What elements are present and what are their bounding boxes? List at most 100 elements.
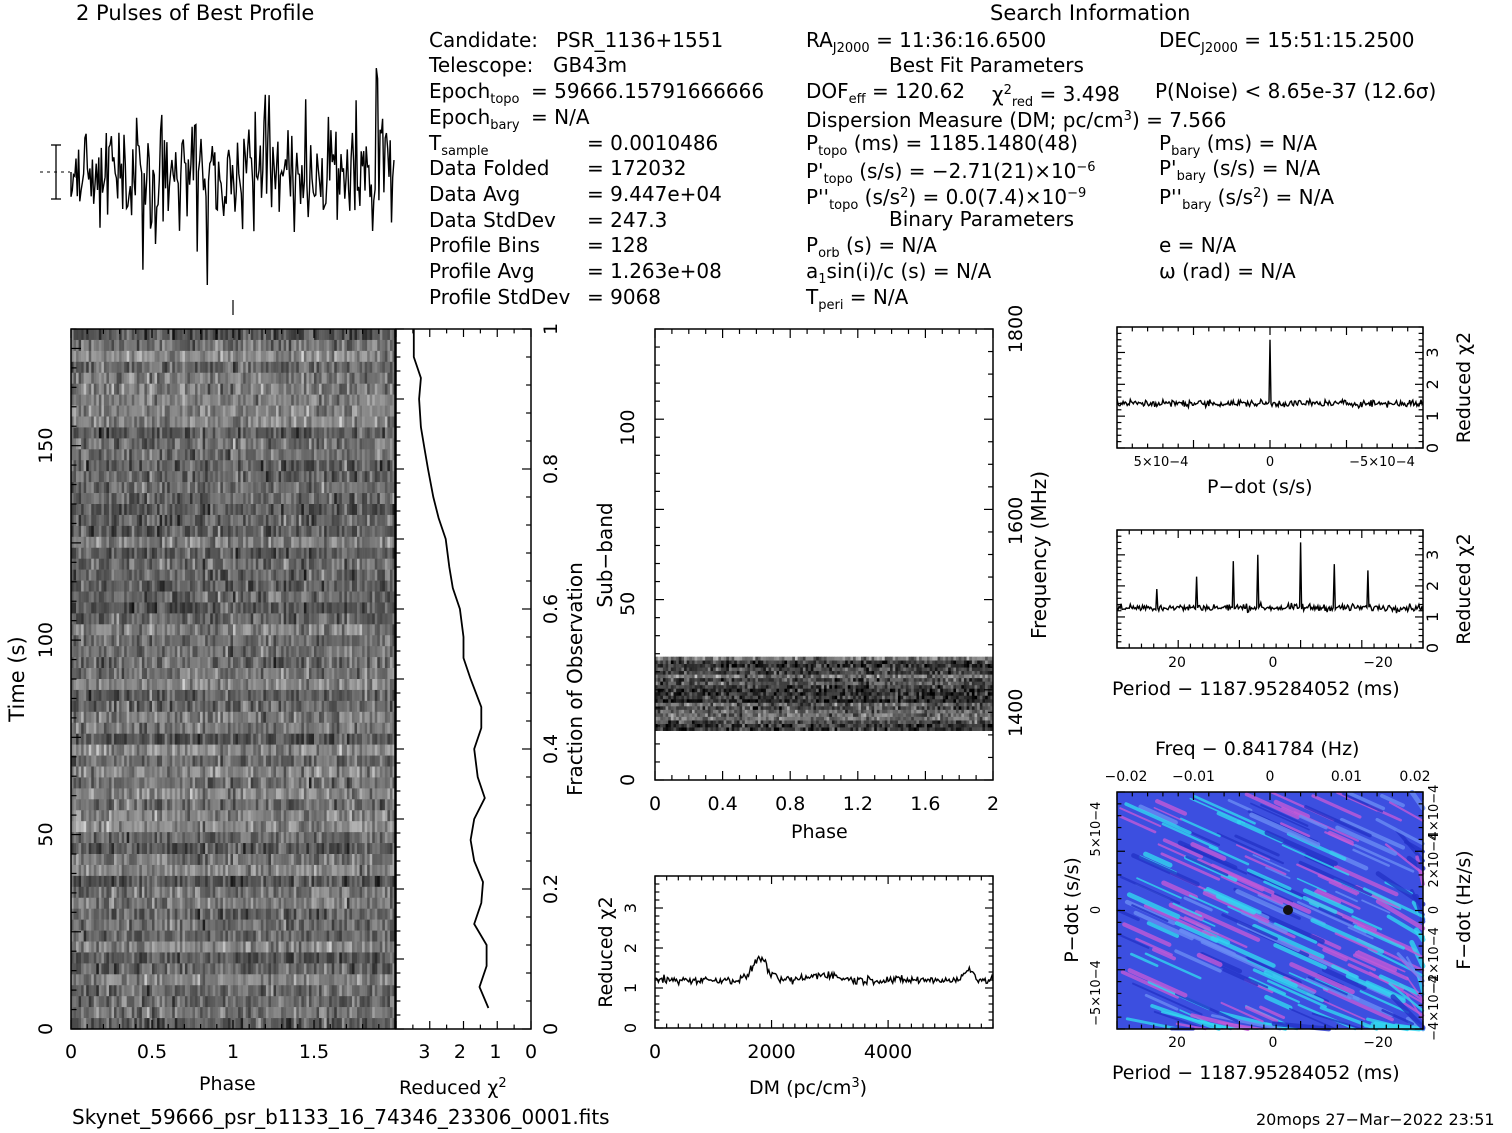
heatmap-cell	[215, 602, 219, 614]
heatmap-cell	[245, 547, 249, 559]
heatmap-cell	[326, 405, 330, 417]
heatmap-cell	[260, 569, 264, 581]
heatmap-cell	[308, 635, 312, 647]
heatmap-cell	[78, 547, 82, 559]
heatmap-cell	[240, 646, 244, 658]
heatmap-cell	[377, 482, 381, 494]
heatmap-cell	[139, 493, 143, 505]
heatmap-cell	[78, 438, 82, 450]
heatmap-cell	[268, 427, 272, 439]
heatmap-cell	[106, 372, 110, 384]
heatmap-cell	[319, 613, 322, 625]
heatmap-cell	[152, 744, 155, 756]
heatmap-cell	[260, 493, 264, 505]
heatmap-cell	[329, 547, 333, 559]
heatmap-cell	[86, 471, 90, 483]
heatmap-cell	[344, 591, 348, 603]
heatmap-cell	[303, 504, 307, 516]
heatmap-cell	[273, 602, 277, 614]
heatmap-cell	[276, 591, 279, 603]
heatmap-cell	[362, 689, 365, 702]
heatmap-cell	[311, 722, 315, 734]
heatmap-cell	[250, 514, 254, 527]
heatmap-cell	[270, 372, 274, 384]
heatmap-cell	[379, 493, 383, 505]
heatmap-cell	[96, 580, 100, 592]
heatmap-cell	[263, 635, 267, 647]
heatmap-cell	[152, 372, 155, 384]
heatmap-cell	[339, 372, 343, 384]
heatmap-cell	[154, 493, 158, 505]
heatmap-cell	[162, 416, 165, 428]
heatmap-cell	[131, 460, 135, 472]
heatmap-cell	[326, 350, 330, 363]
heatmap-cell	[273, 744, 277, 756]
heatmap-cell	[235, 493, 239, 505]
heatmap-cell	[268, 569, 272, 581]
heatmap-cell	[111, 624, 115, 636]
heatmap-cell	[270, 547, 274, 559]
heatmap-cell	[217, 482, 221, 494]
heatmap-cell	[197, 536, 201, 549]
heatmap-cell	[281, 449, 284, 461]
heatmap-cell	[367, 514, 370, 527]
heatmap-cell	[319, 493, 322, 505]
heatmap-cell	[331, 613, 335, 625]
heatmap-cell	[217, 613, 221, 625]
heatmap-cell	[311, 525, 315, 538]
heatmap-cell	[255, 744, 259, 756]
heatmap-cell	[238, 733, 241, 745]
heatmap-cell	[179, 350, 183, 363]
heatmap-cell	[362, 361, 365, 374]
heatmap-cell	[172, 602, 176, 614]
heatmap-cell	[253, 525, 257, 538]
heatmap-cell	[93, 493, 97, 505]
heatmap-cell	[164, 580, 168, 592]
heatmap-cell	[308, 525, 312, 538]
heatmap-cell	[220, 679, 224, 691]
heatmap-cell	[108, 416, 112, 428]
heatmap-cell	[293, 646, 297, 658]
heatmap-cell	[314, 460, 317, 472]
heatmap-cell	[344, 405, 348, 417]
heatmap-cell	[139, 514, 143, 527]
heatmap-cell	[253, 689, 257, 702]
heatmap-cell	[326, 493, 330, 505]
heatmap-cell	[108, 657, 112, 669]
heatmap-cell	[212, 493, 216, 505]
profile-trace	[70, 68, 395, 286]
heatmap-cell	[167, 383, 171, 395]
heatmap-cell	[146, 646, 150, 658]
heatmap-cell	[288, 514, 292, 527]
heatmap-cell	[98, 733, 102, 745]
heatmap-cell	[78, 646, 82, 658]
heatmap-cell	[270, 339, 274, 352]
heatmap-cell	[379, 339, 383, 352]
heatmap-cell	[114, 350, 117, 363]
heatmap-cell	[164, 569, 168, 581]
heatmap-cell	[131, 733, 135, 745]
heatmap-cell	[136, 744, 140, 756]
heatmap-cell	[276, 558, 279, 570]
heatmap-cell	[134, 350, 138, 363]
heatmap-cell	[106, 591, 110, 603]
heatmap-cell	[273, 394, 277, 406]
heatmap-cell	[357, 416, 360, 428]
heatmap-cell	[96, 504, 100, 516]
heatmap-cell	[200, 624, 203, 636]
heatmap-cell	[71, 427, 74, 439]
heatmap-cell	[240, 394, 244, 406]
heatmap-cell	[281, 493, 284, 505]
heatmap-cell	[243, 711, 246, 724]
heatmap-cell	[212, 536, 216, 549]
heatmap-cell	[349, 635, 353, 647]
heatmap-cell	[369, 668, 373, 680]
heatmap-cell	[341, 405, 345, 417]
heatmap-cell	[245, 372, 249, 384]
heatmap-cell	[367, 591, 370, 603]
heatmap-cell	[197, 460, 201, 472]
heatmap-cell	[167, 602, 171, 614]
heatmap-cell	[260, 711, 264, 724]
heatmap-cell	[260, 722, 264, 734]
heatmap-cell	[217, 350, 221, 363]
